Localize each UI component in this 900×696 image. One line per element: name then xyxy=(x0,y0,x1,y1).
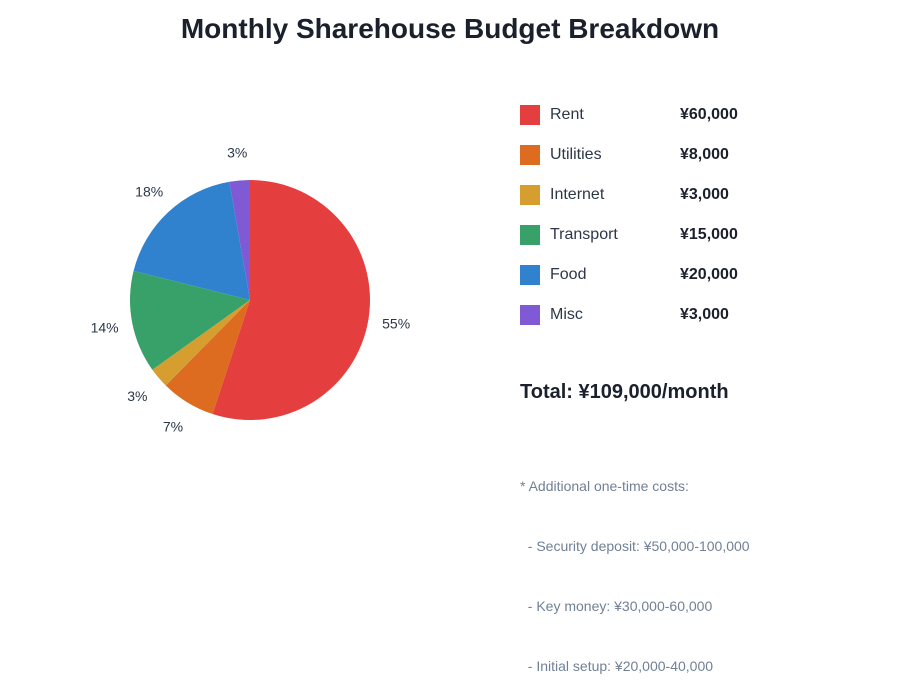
pie-chart: 55% 7% 3% 14% 18% 3% xyxy=(91,145,411,435)
legend-label: Food xyxy=(550,266,587,283)
pie-slice-rent xyxy=(212,180,370,420)
legend-label: Utilities xyxy=(550,146,602,163)
legend-swatch xyxy=(520,185,540,205)
pie-slice-internet xyxy=(152,300,250,386)
percent-label: 55% xyxy=(382,315,410,331)
legend-item-misc: Misc ¥3,000 xyxy=(520,305,729,325)
total-text: Total: ¥109,000/month xyxy=(520,381,729,403)
legend-value: ¥60,000 xyxy=(680,106,738,123)
pie-slice-food xyxy=(133,181,250,300)
legend-item-food: Food ¥20,000 xyxy=(520,265,738,285)
legend-item-internet: Internet ¥3,000 xyxy=(520,185,729,205)
legend-item-utilities: Utilities ¥8,000 xyxy=(520,145,729,165)
legend-item-transport: Transport ¥15,000 xyxy=(520,225,738,245)
legend-label: Rent xyxy=(550,106,584,123)
pie-slice-misc xyxy=(229,180,250,300)
percent-label: 7% xyxy=(163,418,183,434)
legend-swatch xyxy=(520,105,540,125)
legend-value: ¥8,000 xyxy=(680,146,729,163)
note-line: * Additional one-time costs: xyxy=(520,478,689,494)
notes: * Additional one-time costs: - Security … xyxy=(520,436,750,696)
legend-value: ¥15,000 xyxy=(680,226,738,243)
legend-swatch xyxy=(520,145,540,165)
chart-title: Monthly Sharehouse Budget Breakdown xyxy=(180,13,720,44)
percent-label: 3% xyxy=(227,145,247,161)
pie-slice-transport xyxy=(130,270,250,370)
percent-label: 18% xyxy=(135,184,163,200)
legend-swatch xyxy=(520,305,540,325)
pie-slice-utilities xyxy=(165,300,250,415)
legend-swatch xyxy=(520,265,540,285)
legend-value: ¥3,000 xyxy=(680,306,729,323)
note-line: - Initial setup: ¥20,000-40,000 xyxy=(520,658,714,674)
legend-item-rent: Rent ¥60,000 xyxy=(520,105,738,125)
legend-label: Misc xyxy=(550,306,583,323)
percent-label: 3% xyxy=(127,388,147,404)
legend-label: Internet xyxy=(550,186,605,203)
note-line: - Security deposit: ¥50,000-100,000 xyxy=(520,538,750,554)
legend-value: ¥20,000 xyxy=(680,266,738,283)
legend-swatch xyxy=(520,225,540,245)
legend-value: ¥3,000 xyxy=(680,186,729,203)
note-line: - Key money: ¥30,000-60,000 xyxy=(520,598,713,614)
legend-label: Transport xyxy=(550,226,618,243)
percent-label: 14% xyxy=(91,320,119,336)
